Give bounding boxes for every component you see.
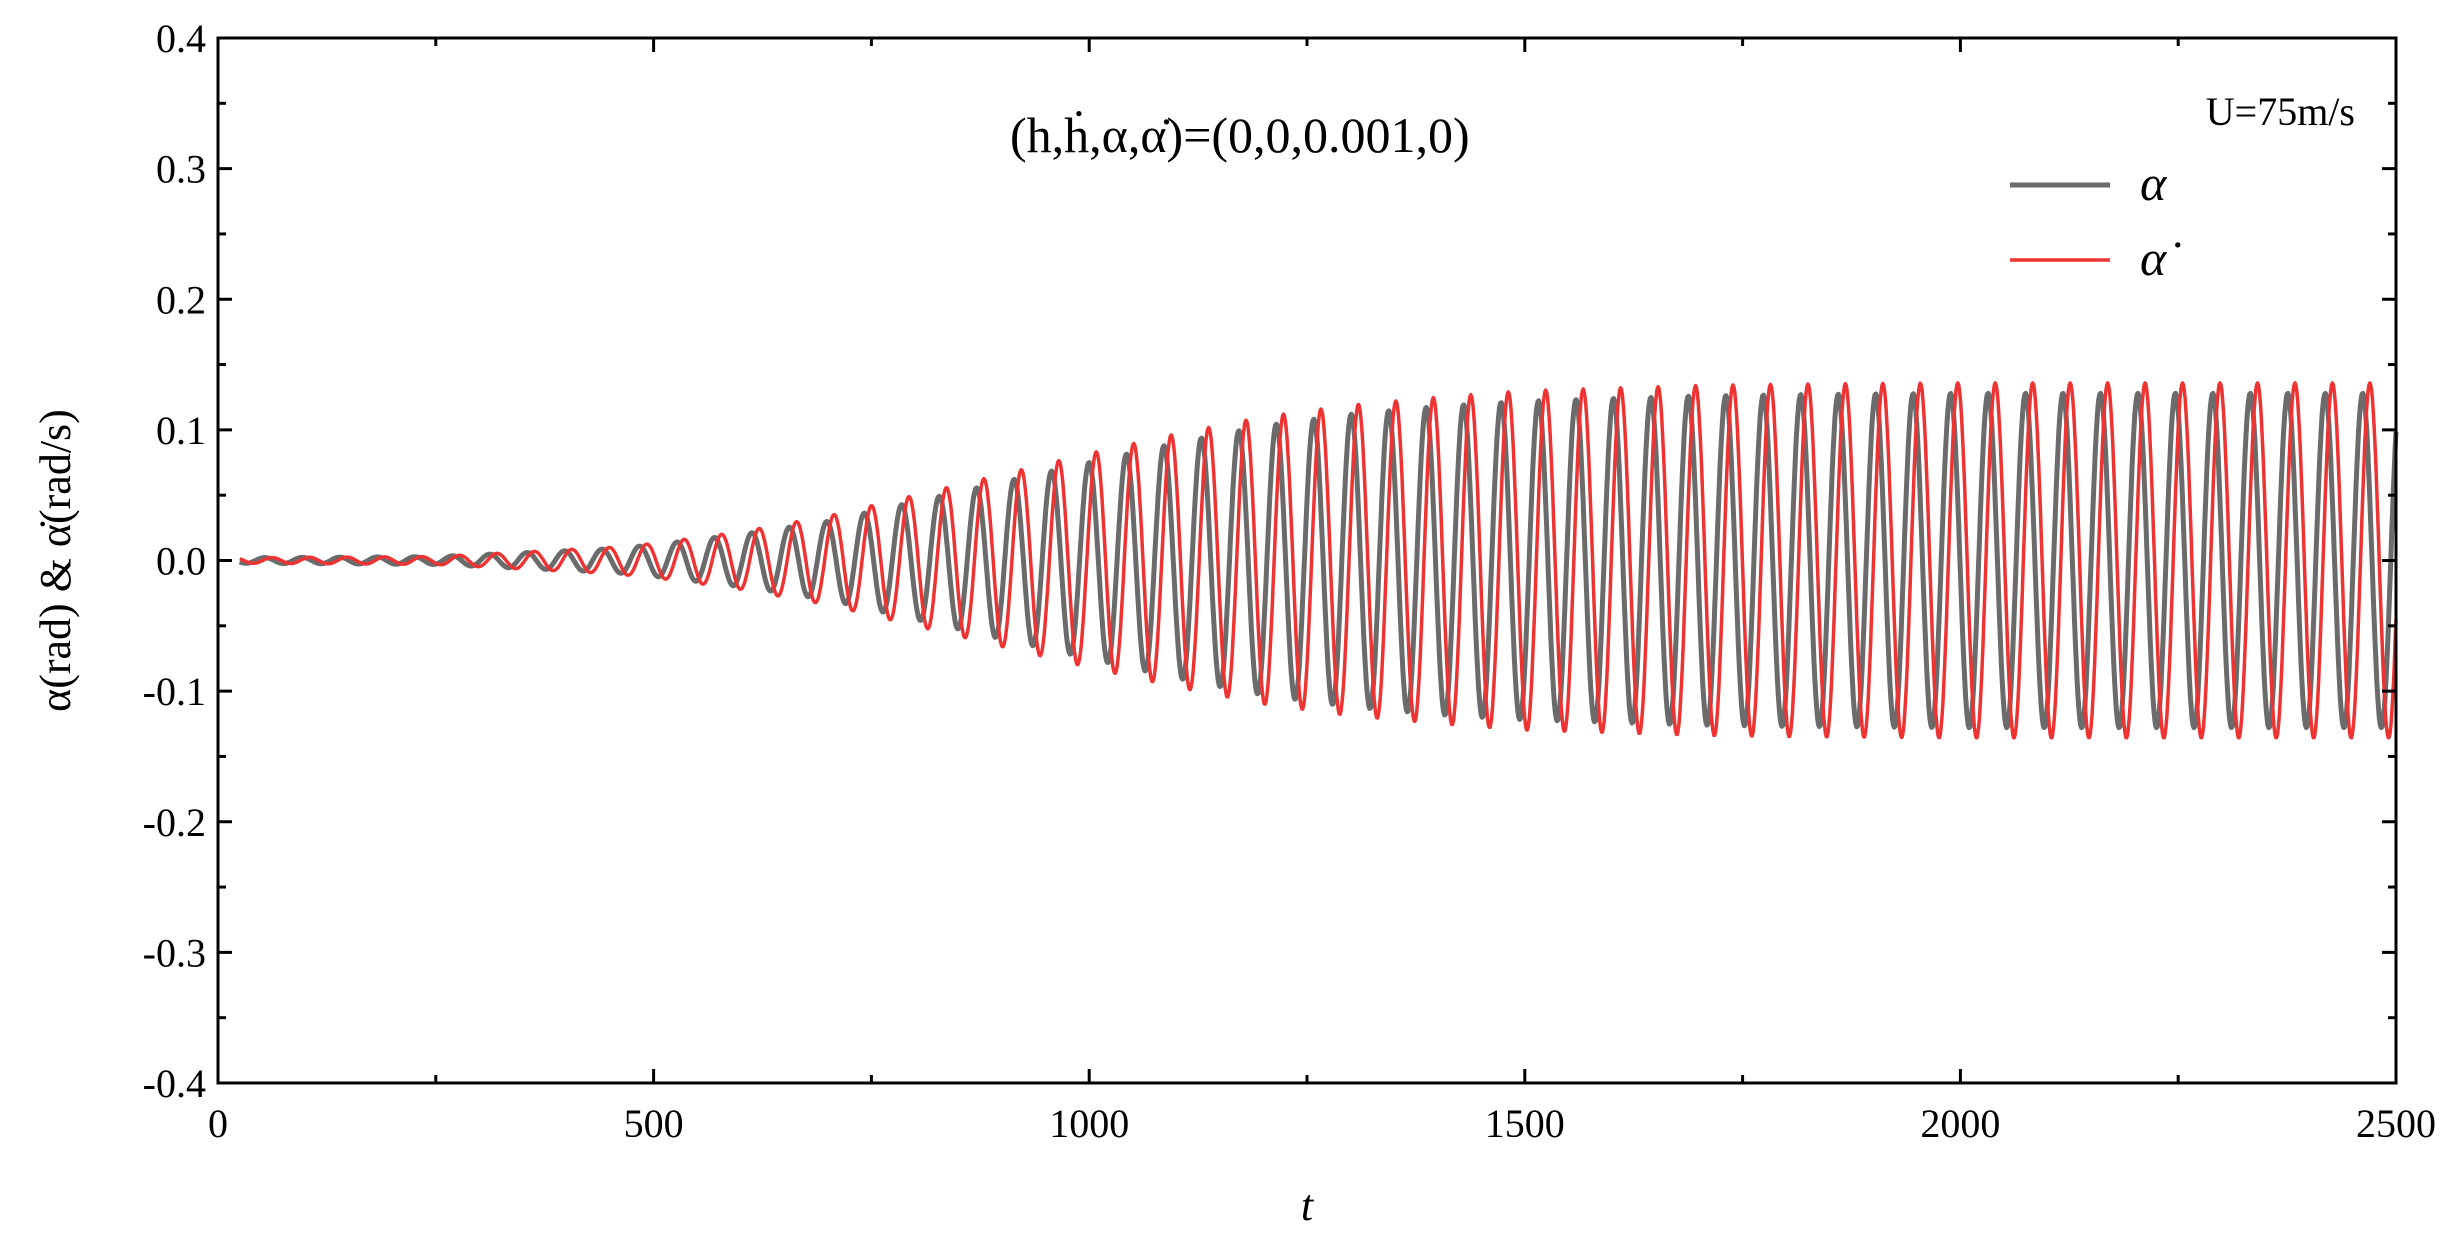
y-tick-label: 0.0 bbox=[156, 539, 206, 584]
y-tick-label: 0.2 bbox=[156, 277, 206, 322]
x-tick-label: 1500 bbox=[1485, 1101, 1565, 1146]
x-tick-label: 0 bbox=[208, 1101, 228, 1146]
y-tick-label: 0.4 bbox=[156, 16, 206, 61]
legend-label: α̇ bbox=[2140, 230, 2181, 286]
initial-condition-annotation: (h,ḣ,α,α̇)=(0,0,0.001,0) bbox=[1010, 107, 1470, 163]
y-tick-label: -0.3 bbox=[143, 930, 206, 975]
x-tick-label: 500 bbox=[624, 1101, 684, 1146]
x-axis-label: t bbox=[1301, 1181, 1315, 1230]
x-tick-label: 1000 bbox=[1049, 1101, 1129, 1146]
x-tick-label: 2000 bbox=[1920, 1101, 2000, 1146]
axis-ticks: 0 500 1000 1500 2000 2500 0.4 0.3 0.2 0.1 0.0 -0.1 -… bbox=[143, 16, 2436, 1146]
x-tick-label: 2500 bbox=[2356, 1101, 2436, 1146]
legend-title: U=75m/s bbox=[2206, 89, 2355, 134]
legend: α α̇ bbox=[2010, 155, 2181, 286]
series-line-alpha-dot bbox=[238, 381, 2398, 740]
y-tick-label: 0.3 bbox=[156, 147, 206, 192]
y-tick-label: 0.1 bbox=[156, 408, 206, 453]
y-tick-label: -0.1 bbox=[143, 669, 206, 714]
legend-label: α bbox=[2140, 155, 2168, 211]
plot-lines bbox=[238, 381, 2399, 740]
y-tick-label: -0.4 bbox=[143, 1061, 206, 1106]
y-tick-label: -0.2 bbox=[143, 800, 206, 845]
y-axis-label: α(rad) & α̇(rad/s) bbox=[31, 409, 80, 712]
plot-frame bbox=[216, 36, 2398, 1085]
